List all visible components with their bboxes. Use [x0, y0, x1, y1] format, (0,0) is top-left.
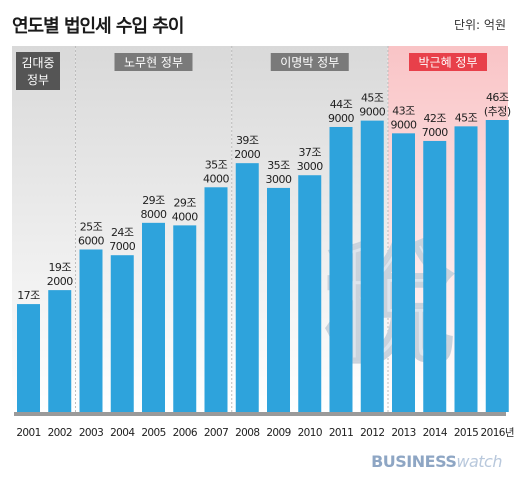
bar	[360, 120, 384, 413]
bar	[235, 163, 259, 412]
value-label: 19조	[48, 261, 71, 274]
year-tick-label: 2016년	[481, 427, 514, 439]
value-label: 17조	[17, 289, 40, 302]
value-label: 9000	[328, 112, 354, 125]
era-label: 정부	[27, 73, 49, 87]
era-label-box	[114, 53, 193, 71]
bar	[142, 222, 165, 412]
era-label: 노무현 정부	[124, 56, 183, 70]
value-label: 3000	[297, 160, 323, 173]
year-tick-label: 2012	[360, 427, 384, 439]
year-tick-label: 2005	[141, 427, 165, 439]
brand-logo: BUSINESSwatch	[371, 452, 502, 471]
year-tick-label: 2009	[266, 427, 290, 439]
brand-watch: watch	[456, 452, 502, 471]
value-label: 8000	[141, 208, 167, 221]
value-label: 45조	[361, 92, 384, 105]
year-tick-label: 2006	[173, 427, 198, 439]
value-label: 6000	[78, 234, 104, 247]
era-label-box	[270, 53, 349, 71]
value-label: 24조	[111, 226, 134, 239]
year-tick-label: 2003	[79, 427, 103, 439]
value-label: 35조	[205, 158, 228, 171]
bar	[423, 140, 447, 413]
value-label: 2000	[47, 275, 73, 288]
era-label: 박근혜 정부	[418, 56, 477, 70]
bar	[485, 120, 509, 412]
year-tick-label: 2001	[16, 427, 40, 439]
bar	[298, 175, 322, 412]
value-label: 3000	[266, 173, 292, 186]
value-label: 35조	[267, 159, 290, 172]
value-label: 29조	[142, 194, 165, 207]
year-tick-label: 2015	[454, 427, 478, 439]
year-tick-label: 2002	[48, 427, 72, 439]
value-label: 44조	[330, 98, 353, 111]
bar	[48, 290, 72, 412]
bar	[204, 187, 228, 412]
baseline	[14, 412, 506, 416]
bar	[79, 249, 103, 412]
chart-title: 연도별 법인세 수입 추이	[12, 16, 184, 37]
value-label: 42조	[423, 112, 446, 125]
year-tick-label: 2014	[423, 427, 448, 439]
year-tick-label: 2008	[235, 427, 259, 439]
bar	[329, 126, 353, 412]
value-label: 9000	[359, 106, 385, 119]
value-label: 9000	[391, 118, 417, 131]
value-label: 25조	[80, 220, 103, 233]
bar	[454, 126, 478, 412]
bar	[17, 304, 40, 412]
bar	[110, 255, 134, 412]
value-label: 45조	[455, 111, 478, 124]
unit-label: 단위: 억원	[453, 18, 506, 32]
era-label-box	[16, 52, 60, 90]
year-tick-label: 2013	[391, 427, 415, 439]
bar	[267, 187, 290, 412]
year-tick-label: 2010	[298, 427, 322, 439]
brand-business: BUSINESS	[371, 452, 457, 471]
year-tick-label: 2004	[110, 427, 135, 439]
value-label: 4000	[203, 172, 229, 185]
era-label-box	[409, 53, 487, 71]
value-label: 2000	[234, 148, 260, 161]
value-label: 7000	[109, 240, 135, 253]
value-label: 29조	[173, 196, 196, 209]
year-tick-label: 2011	[329, 427, 353, 439]
value-label: 39조	[236, 134, 259, 147]
value-label: 43조	[392, 104, 415, 117]
bar	[173, 225, 197, 412]
value-label: 4000	[172, 210, 198, 223]
era-label: 김대중	[21, 56, 54, 70]
year-tick-label: 2007	[204, 427, 228, 439]
value-label: 37조	[298, 146, 321, 159]
value-label: 7000	[422, 126, 448, 139]
value-label: 46조	[486, 91, 509, 104]
bar	[392, 133, 415, 412]
value-label: (추정)	[484, 105, 511, 118]
era-label: 이명박 정부	[280, 56, 339, 70]
